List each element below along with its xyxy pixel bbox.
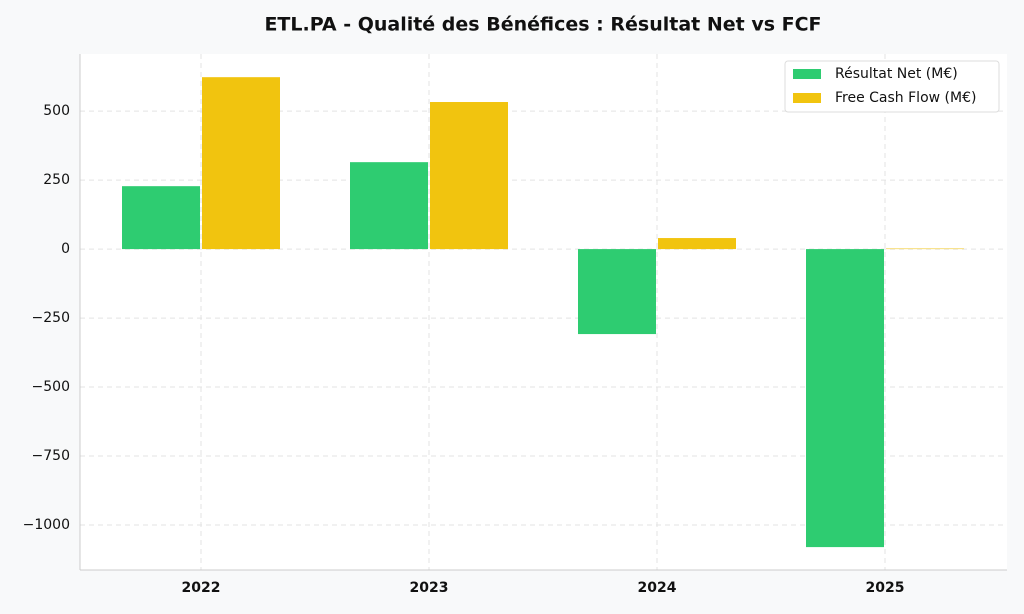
y-tick-label: −750	[32, 448, 70, 464]
y-tick-label: 250	[43, 172, 70, 188]
y-tick-label: −250	[32, 310, 70, 326]
x-tick-label: 2023	[410, 580, 449, 596]
legend-label: Free Cash Flow (M€)	[835, 90, 976, 106]
y-tick-label: 0	[61, 241, 70, 257]
legend-swatch	[793, 93, 821, 103]
bar	[202, 77, 280, 250]
bar	[430, 102, 508, 250]
x-tick-label: 2022	[182, 580, 221, 596]
x-tick-label: 2024	[638, 580, 677, 596]
bar	[806, 249, 884, 548]
bar	[350, 162, 428, 250]
legend-swatch	[793, 69, 821, 79]
x-tick-label: 2025	[866, 580, 905, 596]
chart-title: ETL.PA - Qualité des Bénéfices : Résulta…	[264, 14, 821, 36]
bar	[886, 248, 964, 250]
y-tick-label: −500	[32, 379, 70, 395]
bar	[578, 249, 656, 335]
bar	[122, 186, 200, 250]
legend-box	[784, 60, 1000, 113]
y-tick-label: −1000	[23, 517, 70, 533]
bar	[658, 238, 736, 250]
legend-label: Résultat Net (M€)	[835, 66, 958, 82]
y-tick-label: 500	[43, 103, 70, 119]
